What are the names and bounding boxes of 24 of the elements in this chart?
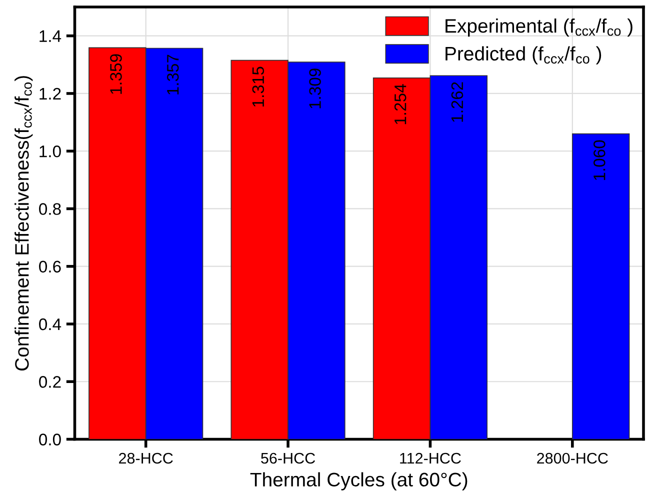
y-tick-label: 1.4 [40, 30, 62, 42]
y-tick-label: 0.2 [39, 376, 61, 388]
data-label: 1.357 [166, 54, 179, 94]
data-label: 1.309 [309, 68, 321, 108]
x-tick-label: 56-HCC [261, 452, 316, 464]
x-axis-title: Thermal Cycles (at 60°C) [250, 472, 468, 490]
data-label: 1.254 [394, 84, 406, 124]
legend-label: Experimental (f$_{ccx}$/f$_{co}$ ) [446, 18, 632, 37]
y-tick-label: 0.0 [39, 434, 61, 446]
data-label: 1.359 [110, 54, 122, 94]
data-label: 1.315 [252, 66, 264, 107]
data-label: 1.060 [594, 140, 606, 180]
y-axis-title: Confinement Effectiveness(f$_{ccx}$/f$_{co}$) [14, 76, 33, 371]
x-tick-label: 28-HCC [119, 452, 173, 464]
x-tick-label: 112-HCC [400, 452, 461, 464]
y-tick-label: 1.2 [40, 88, 61, 100]
legend-label: Predicted (f$_{ccx}$/f$_{co}$ ) [446, 46, 602, 64]
x-tick-label: 2800-HCC [537, 452, 608, 464]
y-tick-label: 0.6 [39, 260, 61, 273]
y-tick-label: 1.0 [40, 146, 61, 158]
y-tick-label: 0.4 [39, 318, 62, 330]
data-label: 1.262 [451, 82, 464, 122]
y-tick-label: 0.8 [39, 203, 61, 215]
bar [572, 133, 630, 440]
